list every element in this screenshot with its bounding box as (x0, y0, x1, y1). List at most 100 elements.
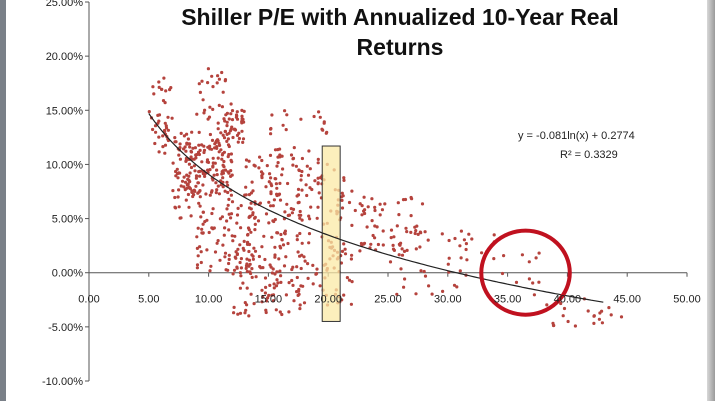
data-point (284, 255, 288, 259)
data-point (299, 266, 303, 271)
data-point (290, 267, 294, 272)
data-point (198, 174, 202, 178)
data-point (219, 148, 223, 152)
data-point (358, 249, 362, 253)
data-point (205, 160, 209, 164)
data-point (196, 181, 200, 185)
data-point (297, 213, 301, 217)
data-point (242, 120, 246, 124)
data-point (221, 176, 225, 180)
data-point (247, 159, 251, 163)
data-point (206, 67, 210, 71)
data-point (211, 85, 215, 89)
data-point (241, 137, 246, 141)
data-point (194, 184, 198, 188)
data-point (218, 258, 222, 262)
data-point (279, 280, 283, 284)
data-point (240, 117, 244, 121)
data-point (597, 317, 602, 321)
data-point (197, 82, 201, 86)
data-point (376, 242, 380, 247)
data-point (492, 257, 496, 261)
data-point (239, 226, 243, 230)
data-point (225, 219, 229, 223)
data-point (527, 260, 531, 264)
data-point (381, 243, 385, 247)
data-point (179, 131, 183, 135)
data-point (178, 171, 182, 175)
data-point (202, 111, 206, 115)
data-point (187, 162, 191, 166)
data-point (278, 198, 283, 202)
data-point (362, 241, 367, 245)
data-point (232, 268, 237, 272)
data-point (527, 277, 532, 281)
data-point (285, 113, 289, 117)
data-point (298, 209, 302, 214)
data-point (464, 242, 468, 246)
data-point (413, 231, 417, 236)
data-point (152, 92, 156, 96)
data-point (238, 243, 242, 247)
data-point (325, 130, 329, 134)
data-point (291, 163, 295, 167)
data-point (296, 201, 300, 205)
data-point (197, 201, 201, 205)
data-point (221, 243, 225, 247)
data-point (423, 230, 427, 234)
data-point (600, 321, 605, 325)
data-point (247, 264, 251, 268)
data-point (366, 205, 370, 209)
data-point (180, 179, 185, 183)
data-point (281, 123, 285, 127)
data-point (397, 253, 401, 257)
data-point (413, 225, 417, 229)
data-point (229, 112, 233, 116)
data-point (176, 195, 180, 199)
data-point (342, 178, 346, 182)
data-point (186, 137, 190, 141)
data-point (302, 301, 307, 305)
x-tick-label: 10.00 (195, 294, 223, 306)
data-point (235, 213, 240, 217)
data-point (223, 251, 228, 255)
data-point (161, 99, 166, 103)
data-point (452, 283, 457, 287)
data-point (200, 79, 204, 83)
x-tick-label: 15.00 (255, 294, 283, 306)
data-point (230, 118, 235, 122)
data-point (238, 260, 242, 265)
data-point (210, 138, 215, 142)
data-point (537, 251, 541, 255)
data-point (223, 255, 227, 259)
data-point (201, 210, 205, 214)
data-point (251, 254, 255, 258)
data-point (211, 178, 215, 182)
data-point (500, 271, 505, 276)
data-point (253, 215, 257, 219)
data-point (245, 269, 249, 274)
data-point (287, 213, 292, 217)
data-point (360, 213, 364, 217)
data-point (297, 292, 301, 296)
data-point (531, 281, 535, 285)
data-point (163, 121, 167, 125)
data-point (292, 146, 296, 150)
data-point (227, 152, 231, 157)
data-point (268, 153, 273, 157)
data-point (430, 292, 434, 296)
data-point (222, 165, 226, 169)
data-point (296, 193, 301, 197)
data-point (278, 310, 282, 314)
data-point (251, 211, 255, 215)
data-point (308, 167, 312, 171)
data-point (271, 267, 275, 271)
data-point (151, 85, 155, 89)
data-point (300, 169, 304, 174)
data-point (214, 191, 218, 195)
data-point (153, 141, 157, 146)
data-point (246, 232, 250, 237)
data-point (216, 74, 220, 78)
data-point (195, 263, 200, 267)
data-point (414, 247, 418, 251)
